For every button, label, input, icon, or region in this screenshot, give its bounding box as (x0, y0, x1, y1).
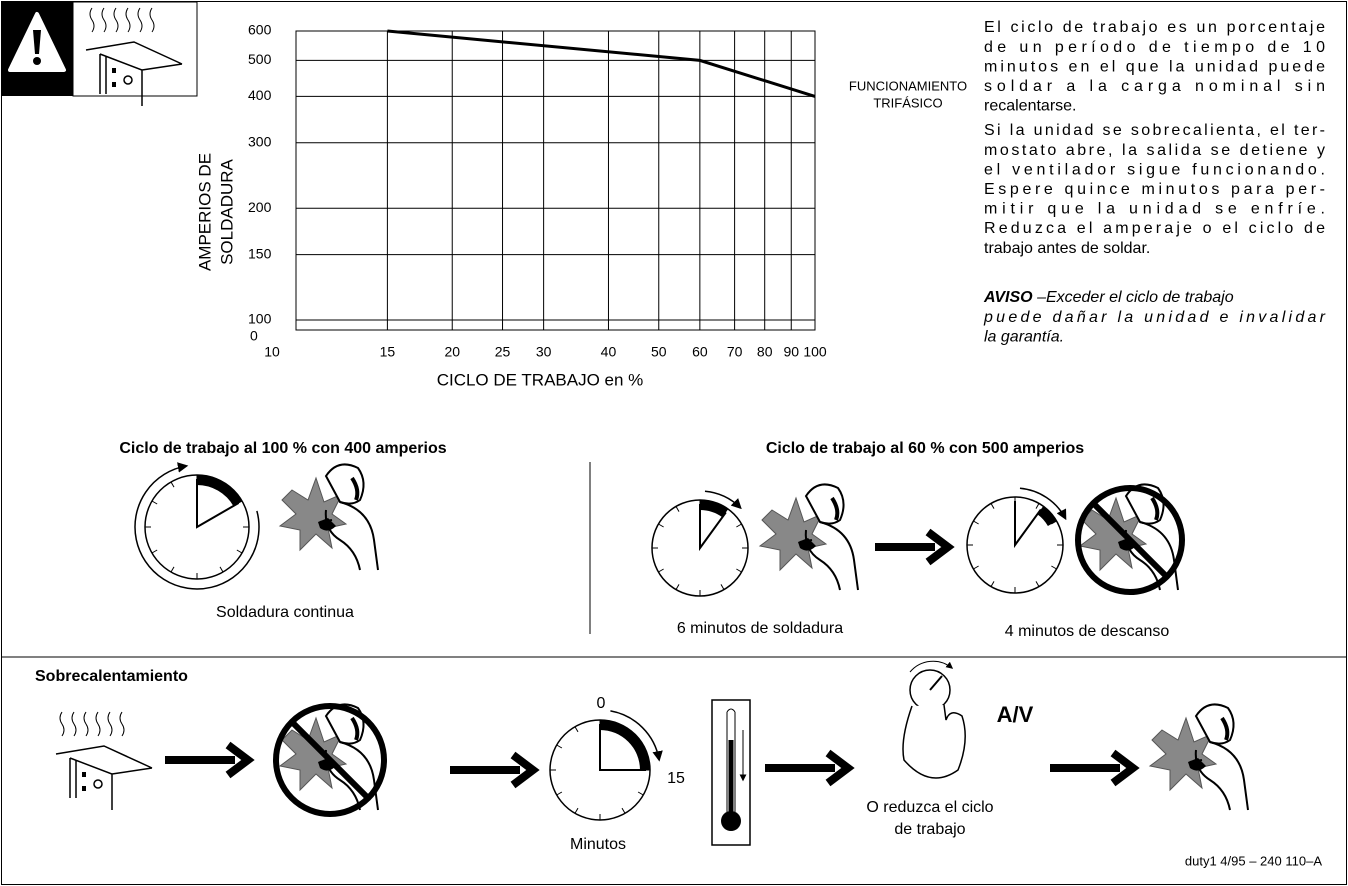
paragraph-line: mostato abre, la salida se detiene y (984, 142, 1325, 159)
paragraph-line: El ciclo de trabajo es un porcentaje (984, 19, 1325, 36)
chart-annotation: TRIFÁSICO (873, 95, 942, 110)
x-tick-label: 20 (444, 344, 460, 360)
paragraph-line: Si la unidad se sobrecalienta, el ter- (984, 122, 1325, 139)
y-tick-label: 100 (248, 311, 272, 327)
notice: AVISO –Exceder el ciclo de trabajo (983, 289, 1234, 306)
timer-end: 15 (667, 770, 685, 787)
paragraph-line: Reduzca el amperaje o el ciclo de (984, 220, 1325, 237)
notice-line: puede dañar la unidad e invalidar (983, 309, 1326, 326)
caption: Soldadura continua (216, 604, 354, 621)
document: CICLO DE TRABAJO en % AMPERIOS DE SOLDAD… (0, 0, 1348, 886)
notice-text: –Exceder el ciclo de trabajo (1036, 289, 1234, 306)
heat-icon (86, 8, 182, 106)
y-tick-label: 300 (248, 134, 272, 150)
section-title: Ciclo de trabajo al 60 % con 500 amperio… (766, 440, 1084, 457)
notice-label: AVISO (983, 289, 1033, 306)
x-tick-label: 70 (727, 344, 743, 360)
y-tick-label: 200 (248, 199, 272, 215)
welder-icon (280, 464, 378, 570)
x-tick-label: 15 (380, 344, 396, 360)
hand (903, 705, 965, 778)
data-line (387, 31, 815, 96)
paragraph-line: soldar a la carga nominal sin (984, 78, 1325, 95)
paragraph-line: minutos en el que la unidad puede (984, 58, 1325, 75)
thermometer-bulb (721, 811, 741, 831)
y-tick-label: 150 (248, 245, 272, 261)
caption: de trabajo (894, 821, 965, 838)
section-title: Sobrecalentamiento (35, 668, 188, 685)
caption: 4 minutos de descanso (1005, 623, 1170, 640)
y-axis-title: AMPERIOS DE (195, 153, 214, 271)
paragraph-line: mitir que la unidad se enfríe. (984, 201, 1325, 218)
y-origin-label: 0 (250, 328, 258, 344)
x-tick-label: 50 (651, 344, 667, 360)
y-tick-label: 600 (248, 22, 272, 38)
chart-annotation: FUNCIONAMIENTO (849, 78, 967, 93)
x-axis-title: CICLO DE TRABAJO en % (437, 370, 644, 389)
y-tick-label: 400 (248, 87, 272, 103)
y-tick-label: 500 (248, 51, 272, 67)
x-tick-label: 10 (264, 344, 280, 360)
caption: 6 minutos de soldadura (677, 620, 843, 637)
paragraph-line: el ventilador sigue funcionando. (984, 161, 1325, 178)
plot-frame (296, 31, 815, 330)
paragraph-line: recalentarse. (984, 98, 1077, 115)
x-tick-label: 100 (803, 344, 827, 360)
x-tick-label: 30 (536, 344, 552, 360)
welder-icon (760, 484, 858, 590)
page: CICLO DE TRABAJO en % AMPERIOS DE SOLDAD… (0, 0, 1348, 886)
x-tick-label: 60 (692, 344, 708, 360)
x-tick-label: 40 (601, 344, 617, 360)
timer-label: Minutos (570, 836, 626, 853)
paragraph-line: Espere quince minutos para per- (984, 181, 1325, 198)
adjust-label: A/V (997, 702, 1034, 727)
x-tick-label: 80 (757, 344, 773, 360)
footer: duty1 4/95 – 240 110–A (1185, 853, 1322, 868)
caption: O reduzca el ciclo (866, 799, 993, 816)
welder-icon (1150, 704, 1248, 810)
warning-dot (33, 57, 41, 65)
notice-line: la garantía. (984, 328, 1064, 345)
heat-icon (56, 712, 152, 810)
timer-start: 0 (597, 695, 606, 712)
x-tick-label: 25 (495, 344, 511, 360)
y-axis-title: SOLDADURA (217, 158, 236, 264)
paragraph-line: de un período de tiempo de 10 (984, 39, 1325, 56)
x-tick-label: 90 (783, 344, 799, 360)
section-title: Ciclo de trabajo al 100 % con 400 amperi… (119, 440, 446, 457)
paragraph-line: trabajo antes de soldar. (984, 240, 1150, 257)
